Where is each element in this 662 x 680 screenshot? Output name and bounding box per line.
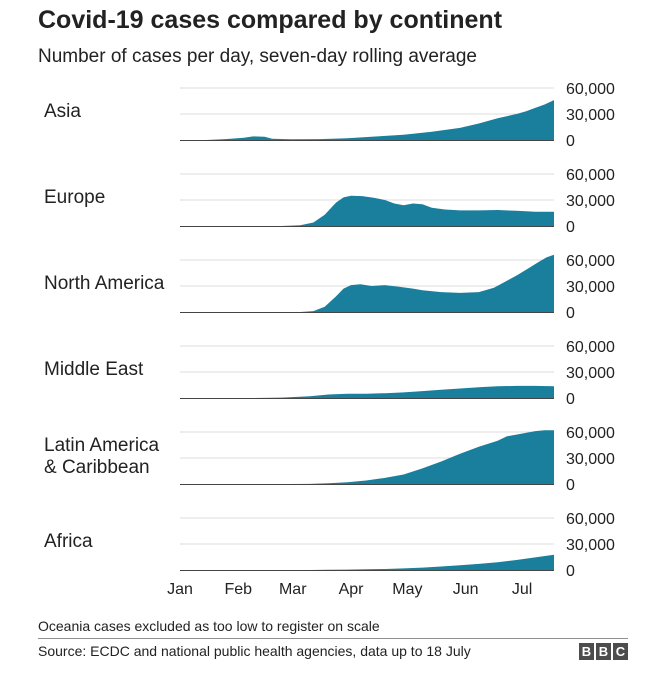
region-label-line: & Caribbean [44,457,150,478]
area-africa [180,554,554,570]
area-north-america [180,254,554,312]
area-europe [180,195,554,226]
bbc-logo: B B C [579,643,628,660]
y-tick-label: 0 [566,219,575,236]
region-label: Asia [44,101,81,122]
x-tick-label: Jun [453,581,479,598]
region-label: Africa [44,531,93,552]
bbc-logo-letter: C [613,643,628,660]
y-tick-label: 0 [566,477,575,494]
region-label: Europe [44,187,105,208]
chart-subtitle: Number of cases per day, seven-day rolli… [38,46,477,67]
y-tick-label: 30,000 [566,451,615,468]
y-tick-label: 60,000 [566,339,615,356]
y-tick-label: 60,000 [566,253,615,270]
x-tick-label: May [392,581,422,598]
region-label-line: Asia [44,101,81,122]
y-tick-label: 0 [566,305,575,322]
y-tick-label: 60,000 [566,511,615,528]
region-label: Latin America & Caribbean [44,435,160,478]
area-middle-east [180,385,554,398]
y-tick-label: 30,000 [566,365,615,382]
area-latin-america-caribbean [180,430,554,484]
footnote: Oceania cases excluded as too low to reg… [38,618,380,634]
y-tick-label: 30,000 [566,279,615,296]
region-label-line: North America [44,273,165,294]
region-label: Middle East [44,359,144,380]
bbc-logo-letter: B [579,643,594,660]
y-tick-label: 0 [566,391,575,408]
source-text: Source: ECDC and national public health … [38,643,471,659]
y-tick-label: 0 [566,563,575,580]
x-tick-label: Jan [167,581,193,598]
y-tick-label: 60,000 [566,167,615,184]
y-tick-label: 30,000 [566,193,615,210]
region-label-line: Africa [44,531,93,552]
x-tick-label: Feb [224,581,252,598]
area-asia [180,100,554,140]
small-multiples-chart: 0 30,000 60,000 Asia 0 30,000 60,000 Europe 0 30,… [44,81,615,598]
bbc-logo-letter: B [596,643,611,660]
chart-title: Covid-19 cases compared by continent [38,6,503,34]
y-tick-label: 30,000 [566,537,615,554]
region-label-line: Middle East [44,359,144,380]
y-tick-label: 30,000 [566,107,615,124]
footer-divider [38,638,628,639]
region-label-line: Europe [44,187,105,208]
x-tick-label: Mar [279,581,307,598]
region-label: North America [44,273,165,294]
x-tick-label: Jul [512,581,532,598]
region-label-line: Latin America [44,435,160,456]
y-tick-label: 0 [566,133,575,150]
x-tick-label: Apr [339,581,365,598]
y-tick-label: 60,000 [566,425,615,442]
y-tick-label: 60,000 [566,81,615,98]
